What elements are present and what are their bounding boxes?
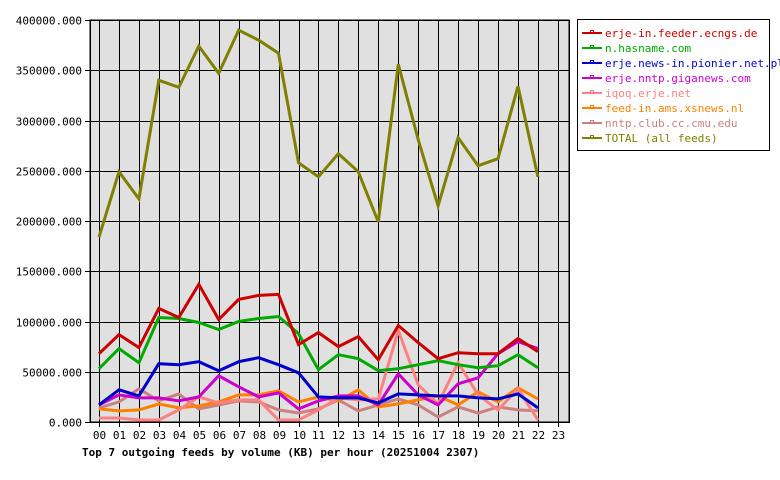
y-tick-label: 350000.000 — [16, 65, 82, 78]
x-tick-label: 11 — [312, 429, 325, 442]
legend-item: erje-in.feeder.ecngs.de — [582, 26, 757, 40]
x-tick-label: 19 — [472, 429, 485, 442]
x-tick-label: 15 — [392, 429, 405, 442]
x-tick-label: 21 — [512, 429, 525, 442]
x-tick-label: 18 — [452, 429, 465, 442]
x-tick-label: 12 — [332, 429, 345, 442]
legend-line-marker-icon — [582, 90, 602, 94]
legend-label: erje.nntp.giganews.com — [605, 71, 751, 85]
legend-label: nntp.club.cc.cmu.edu — [605, 116, 738, 130]
x-tick-label: 09 — [273, 429, 286, 442]
series-line — [99, 325, 540, 422]
y-tick-label: 100000.000 — [16, 317, 82, 330]
legend-label: erje.news-in.pionier.net.pl — [605, 56, 780, 70]
y-tick-label: 0.000 — [49, 417, 82, 430]
x-tick-label: 06 — [213, 429, 226, 442]
x-tick-label: 03 — [153, 429, 166, 442]
y-tick-label: 200000.000 — [16, 216, 82, 229]
legend-label: erje-in.feeder.ecngs.de — [605, 26, 758, 40]
y-tick-label: 400000.000 — [16, 15, 82, 28]
legend-item: nntp.club.cc.cmu.edu — [582, 116, 737, 130]
legend-item: erje.news-in.pionier.net.pl — [582, 56, 780, 70]
legend-line-marker-icon — [582, 75, 602, 79]
legend-item: feed-in.ams.xsnews.nl — [582, 101, 744, 115]
x-tick-label: 08 — [253, 429, 266, 442]
y-tick-label: 250000.000 — [16, 166, 82, 179]
legend-item: n.hasname.com — [582, 41, 691, 55]
chart-title: Top 7 outgoing feeds by volume (KB) per … — [82, 446, 479, 459]
x-tick-label: 05 — [193, 429, 206, 442]
legend-item: iqoq.erje.net — [582, 86, 691, 100]
series-line — [97, 281, 539, 363]
x-axis: 00 01 02 03 04 05 06 07 08 09 10 11 12 13 14 15 16 17 18 19… — [93, 422, 565, 442]
legend-label: iqoq.erje.net — [605, 86, 692, 100]
x-tick-label: 23 — [552, 429, 565, 442]
y-axis: 0.000 50000.000 100000.000 150000.000 200000… — [16, 15, 90, 430]
legend-label: TOTAL (all feeds) — [605, 131, 718, 145]
x-tick-label: 22 — [532, 429, 545, 442]
series-line — [98, 356, 539, 410]
legend-line-marker-icon — [582, 135, 602, 139]
series-line — [98, 339, 539, 411]
y-tick-label: 150000.000 — [16, 266, 82, 279]
legend-label: n.hasname.com — [605, 41, 692, 55]
legend-item: erje.nntp.giganews.com — [582, 71, 751, 85]
x-tick-label: 02 — [133, 429, 146, 442]
x-tick-label: 10 — [293, 429, 306, 442]
x-tick-label: 01 — [113, 429, 126, 442]
series-line — [97, 28, 540, 238]
legend-line-marker-icon — [582, 60, 602, 64]
legend-line-marker-icon — [582, 45, 602, 49]
x-tick-label: 14 — [372, 429, 386, 442]
y-tick-label: 300000.000 — [16, 116, 82, 129]
legend-line-marker-icon — [582, 105, 602, 109]
legend: erje-in.feeder.ecngs.de n.hasname.com erje… — [577, 19, 780, 151]
legend-line-marker-icon — [582, 120, 602, 124]
x-tick-label: 00 — [93, 429, 106, 442]
legend-line-marker-icon — [582, 30, 602, 34]
series-lines — [97, 28, 540, 422]
x-tick-label: 17 — [432, 429, 445, 442]
x-tick-label: 13 — [352, 429, 365, 442]
x-tick-label: 04 — [173, 429, 187, 442]
y-tick-label: 50000.000 — [22, 367, 82, 380]
legend-label: feed-in.ams.xsnews.nl — [605, 101, 745, 115]
legend-item: TOTAL (all feeds) — [582, 131, 718, 145]
x-tick-label: 20 — [492, 429, 505, 442]
x-tick-label: 16 — [412, 429, 425, 442]
x-tick-label: 07 — [233, 429, 246, 442]
series-line — [97, 314, 539, 373]
